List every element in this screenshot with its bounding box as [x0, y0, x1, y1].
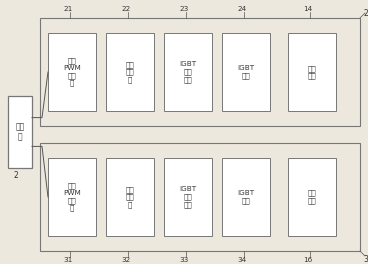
Bar — [8, 96, 32, 168]
Text: IGBT
模块: IGBT 模块 — [237, 65, 255, 79]
Text: 16: 16 — [303, 257, 313, 263]
Text: 20: 20 — [363, 10, 368, 18]
Text: 刹车
PWM
发生
器: 刹车 PWM 发生 器 — [63, 58, 81, 86]
Bar — [222, 158, 270, 236]
Bar — [222, 33, 270, 111]
Bar — [40, 143, 360, 251]
Text: 离合
PWM
发生
器: 离合 PWM 发生 器 — [63, 183, 81, 211]
Text: 34: 34 — [237, 257, 247, 263]
Text: 21: 21 — [63, 6, 72, 12]
Text: 刹车
线圈: 刹车 线圈 — [308, 65, 316, 79]
Text: 33: 33 — [179, 257, 189, 263]
Text: 2: 2 — [14, 172, 18, 181]
Bar — [40, 18, 360, 126]
Text: 32: 32 — [121, 257, 131, 263]
Text: 23: 23 — [179, 6, 189, 12]
Bar — [164, 33, 212, 111]
Bar — [288, 158, 336, 236]
Text: IGBT
驱动
模块: IGBT 驱动 模块 — [180, 186, 197, 208]
Text: IGBT
驱动
模块: IGBT 驱动 模块 — [180, 62, 197, 83]
Bar — [48, 158, 96, 236]
Bar — [48, 33, 96, 111]
Bar — [106, 158, 154, 236]
Text: 离合
线圈: 离合 线圈 — [308, 190, 316, 204]
Text: 30: 30 — [363, 254, 368, 263]
Text: 22: 22 — [121, 6, 131, 12]
Text: 光电
隔离
器: 光电 隔离 器 — [125, 186, 134, 208]
Text: 24: 24 — [237, 6, 247, 12]
Bar — [288, 33, 336, 111]
Text: 14: 14 — [303, 6, 313, 12]
Text: 控制
器: 控制 器 — [15, 122, 25, 142]
Bar — [164, 158, 212, 236]
Text: 光电
隔离
器: 光电 隔离 器 — [125, 61, 134, 83]
Text: IGBT
模块: IGBT 模块 — [237, 190, 255, 204]
Text: 31: 31 — [63, 257, 72, 263]
Bar — [106, 33, 154, 111]
